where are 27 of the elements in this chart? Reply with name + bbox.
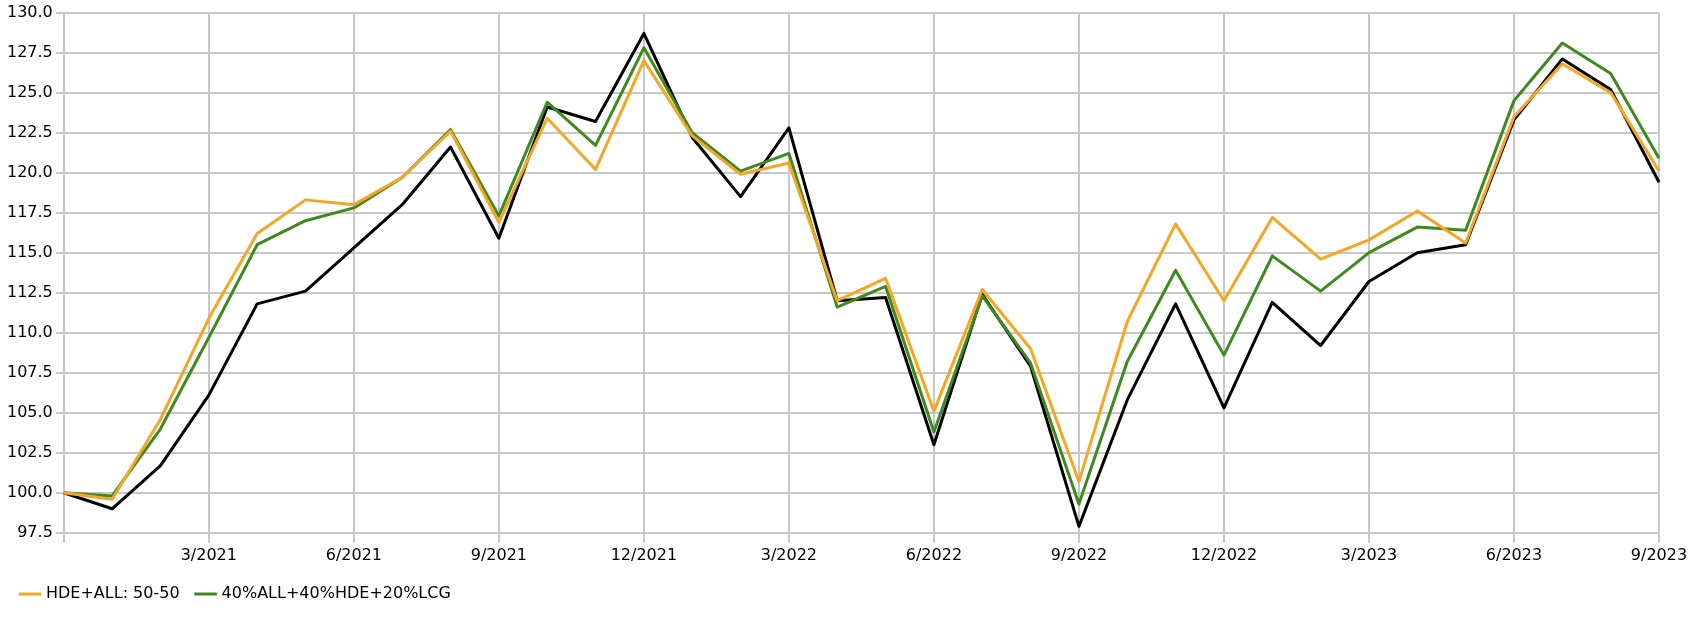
x-tick-label: 6/2022 <box>905 544 963 564</box>
y-tick-label: 105.0 <box>6 401 53 421</box>
x-tick-label: 3/2022 <box>760 544 818 564</box>
legend-label: 40%ALL+40%HDE+20%LCG <box>221 583 451 603</box>
x-tick-label: 9/2023 <box>1630 544 1688 564</box>
y-tick-label: 127.5 <box>6 41 53 61</box>
x-tick-label: 3/2021 <box>180 544 237 564</box>
y-tick-label: 107.5 <box>6 361 53 381</box>
y-tick-label: 117.5 <box>6 201 53 221</box>
y-tick-label: 100.0 <box>6 481 53 501</box>
y-tick-label: 115.0 <box>6 241 53 261</box>
y-tick-label: 112.5 <box>6 281 53 301</box>
x-tick-label: 9/2022 <box>1050 544 1108 564</box>
y-tick-label: 102.5 <box>6 441 53 461</box>
x-tick-label: 12/2022 <box>1190 544 1258 564</box>
y-tick-label: 125.0 <box>6 81 53 101</box>
x-tick-label: 6/2021 <box>325 544 382 564</box>
y-tick-label: 122.5 <box>6 121 53 141</box>
y-tick-label: 130.0 <box>6 1 53 21</box>
y-tick-label: 120.0 <box>6 161 53 181</box>
x-tick-label: 9/2021 <box>470 544 528 564</box>
x-tick-label: 6/2023 <box>1485 544 1543 564</box>
x-tick-label: 3/2023 <box>1340 544 1398 564</box>
y-tick-label: 97.5 <box>17 521 53 541</box>
x-tick-label: 12/2021 <box>610 544 678 564</box>
y-tick-label: 110.0 <box>6 321 53 341</box>
legend-label: HDE+ALL: 50-50 <box>46 583 180 603</box>
